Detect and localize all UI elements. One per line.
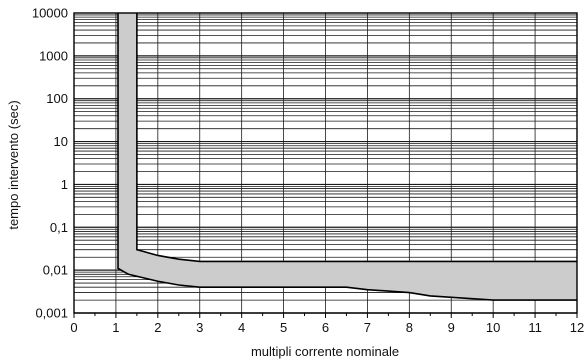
y-tick-label: 10 <box>54 134 68 149</box>
x-axis-label: multipli corrente nominale <box>251 344 399 359</box>
x-tick-label: 3 <box>196 320 203 335</box>
y-tick-label: 0,1 <box>50 220 68 235</box>
x-tick-label: 12 <box>570 320 584 335</box>
x-axis-ticks: 0 1 2 3 4 5 6 7 8 9 10 11 12 <box>70 313 584 335</box>
x-tick-label: 5 <box>280 320 287 335</box>
x-tick-label: 8 <box>406 320 413 335</box>
x-tick-label: 1 <box>112 320 119 335</box>
x-tick-label: 10 <box>486 320 500 335</box>
lower-trip-curve <box>117 13 577 301</box>
x-tick-label: 6 <box>322 320 329 335</box>
tripping-band-area <box>118 13 577 301</box>
upper-trip-curve <box>136 13 577 263</box>
x-tick-label: 4 <box>238 320 245 335</box>
tripping-band <box>117 13 577 301</box>
x-tick-label: 11 <box>528 320 542 335</box>
y-tick-label: 0,001 <box>35 306 68 321</box>
y-tick-label: 100 <box>46 91 68 106</box>
y-tick-label: 10000 <box>32 6 68 21</box>
y-tick-label: 1 <box>61 177 68 192</box>
x-tick-label: 7 <box>364 320 371 335</box>
y-axis-ticks: 0,001 0,01 0,1 1 10 100 1000 10000 <box>32 6 68 321</box>
y-tick-label: 1000 <box>39 48 68 63</box>
x-tick-label: 2 <box>154 320 161 335</box>
y-axis-label: tempo intervento (sec) <box>6 100 21 229</box>
y-tick-label: 0,01 <box>43 263 68 278</box>
x-tick-label: 0 <box>70 320 77 335</box>
x-tick-label: 9 <box>448 320 455 335</box>
